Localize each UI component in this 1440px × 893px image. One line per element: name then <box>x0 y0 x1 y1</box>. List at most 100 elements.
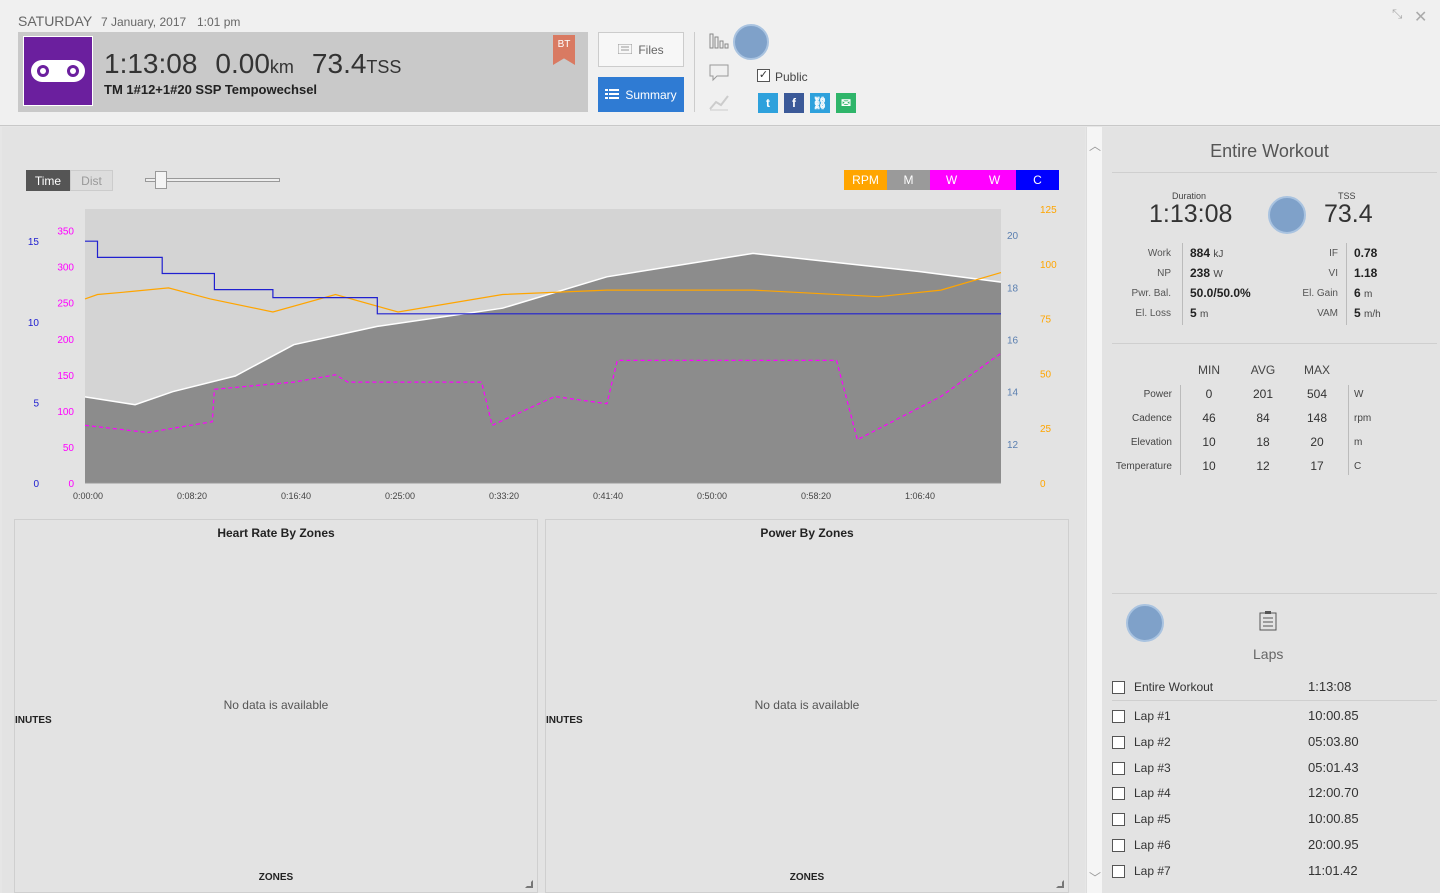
elevation_m-tick-label: 16 <box>1007 335 1019 346</box>
time-toggle[interactable]: Time <box>26 170 70 191</box>
workout-header: SATURDAY 7 January, 2017 1:01 pm ⤡ ✕ 1:1… <box>0 0 1440 126</box>
email-icon[interactable]: ✉ <box>836 93 856 113</box>
elevation-unit: m <box>1354 437 1363 448</box>
lap-row[interactable]: Lap #2 05:03.80 <box>1112 729 1437 755</box>
x-tick-label: 0:00:00 <box>73 491 103 501</box>
comment-icon[interactable] <box>708 63 730 83</box>
tss-label: TSS <box>1338 191 1356 201</box>
divider <box>1180 385 1181 475</box>
power-label: Power <box>1143 389 1172 400</box>
facebook-icon[interactable]: f <box>784 93 804 113</box>
resize-handle-icon[interactable] <box>525 880 533 888</box>
weekday: SATURDAY <box>18 13 93 29</box>
y-axis-label: INUTES <box>15 715 52 726</box>
elevation-min: 10 <box>1202 435 1216 449</box>
divider <box>1112 172 1437 173</box>
divider <box>1346 243 1347 325</box>
y-axis-label: INUTES <box>546 715 583 726</box>
power_w-tick-label: 250 <box>57 299 74 310</box>
x-tick-label: 0:33:20 <box>489 491 519 501</box>
lap-name: Lap #3 <box>1134 760 1171 775</box>
max-header: MAX <box>1303 363 1330 377</box>
elevation-label: Elevation <box>1130 437 1172 448</box>
cadence-line <box>84 272 1002 313</box>
scroll-up-icon[interactable]: ︿ <box>1089 139 1102 153</box>
cadence_rpm-tick-label: 100 <box>1040 260 1057 271</box>
temperature_c-tick-label: 0 <box>33 479 39 490</box>
work-label: Work <box>1147 248 1171 259</box>
workout-chart[interactable]: 0:00:00 0:08:20 0:16:40 0:25:00 0:33:20 0:41:… <box>2 127 1085 512</box>
list-icon <box>617 43 633 57</box>
lap-row[interactable]: Lap #5 10:00.85 <box>1112 806 1437 832</box>
power-max: 504 <box>1306 387 1328 401</box>
elevation_m-tick-label: 14 <box>1007 388 1019 399</box>
legend-m[interactable]: M <box>887 170 930 190</box>
lap-name: Entire Workout <box>1134 680 1214 694</box>
temperature-unit: C <box>1354 461 1362 472</box>
temperature_c-tick-label: 5 <box>33 398 39 409</box>
expand-icon[interactable]: ⤡ <box>1392 6 1403 21</box>
lap-checkbox[interactable] <box>1112 839 1125 852</box>
scroll-down-icon[interactable]: ﹀ <box>1089 871 1102 885</box>
power-unit: W <box>1354 389 1364 400</box>
legend-w-2[interactable]: W <box>973 170 1016 190</box>
close-icon[interactable]: ✕ <box>1414 9 1428 26</box>
divider <box>1112 700 1437 701</box>
files-button[interactable]: Files <box>598 32 684 67</box>
lap-row[interactable]: Lap #4 12:00.70 <box>1112 780 1437 806</box>
legend-w-1[interactable]: W <box>930 170 973 190</box>
lap-name: Lap #4 <box>1134 786 1171 801</box>
legend-c[interactable]: C <box>1016 170 1059 190</box>
resize-handle-icon[interactable] <box>1056 880 1064 888</box>
lap-time: 1:13:08 <box>1308 679 1352 694</box>
vam-value: 5 m/h <box>1354 306 1381 320</box>
elevation-area <box>85 253 1001 483</box>
twitter-icon[interactable]: t <box>758 93 778 113</box>
lap-name: Lap #6 <box>1134 838 1171 852</box>
lap-row[interactable]: Lap #3 05:01.43 <box>1112 755 1437 781</box>
zoom-slider-handle[interactable] <box>155 171 167 189</box>
x-tick-label: 0:16:40 <box>281 491 311 501</box>
lap-checkbox[interactable] <box>1112 710 1125 723</box>
power_w-tick-label: 350 <box>57 227 74 238</box>
empty-message: No data is available <box>223 698 329 712</box>
time: 1:01 pm <box>197 15 241 29</box>
lap-checkbox[interactable] <box>1112 787 1125 801</box>
lap-row[interactable]: Entire Workout 1:13:08 <box>1112 674 1437 700</box>
cadence_rpm-tick-label: 75 <box>1040 315 1052 326</box>
elevation-gain-label: El. Gain <box>1302 288 1338 299</box>
power_w-tick-label: 200 <box>57 335 74 346</box>
cadence-min: 46 <box>1202 411 1216 425</box>
laps-icon[interactable] <box>1258 611 1278 636</box>
lap-checkbox[interactable] <box>1112 761 1125 775</box>
link-icon[interactable]: ⛓ <box>810 93 830 113</box>
analysis-icon[interactable] <box>708 92 730 112</box>
lap-row[interactable]: Lap #1 10:00.85 <box>1112 703 1437 729</box>
lap-checkbox[interactable] <box>1112 864 1125 878</box>
avg-header: AVG <box>1250 363 1276 377</box>
lap-row[interactable]: Lap #6 20:00.95 <box>1112 832 1437 858</box>
if-value: 0.78 <box>1354 246 1378 260</box>
legend-rpm[interactable]: RPM <box>844 170 887 190</box>
distance-toggle[interactable]: Dist <box>70 170 113 191</box>
lap-checkbox[interactable] <box>1112 813 1125 827</box>
scrollbar[interactable]: ︿ ﹀ <box>1086 127 1102 893</box>
temperature-max: 17 <box>1310 459 1324 473</box>
public-checkbox[interactable]: ✓ <box>757 69 770 82</box>
tss-value: 73.4 <box>1324 200 1373 228</box>
vi-label: VI <box>1328 268 1338 279</box>
elevation_m-tick-label: 20 <box>1007 231 1019 242</box>
divider <box>1112 593 1437 594</box>
lap-checkbox[interactable] <box>1112 735 1125 749</box>
divider <box>1348 385 1349 475</box>
cadence-max: 148 <box>1306 411 1328 425</box>
cadence_rpm-tick-label: 50 <box>1040 369 1052 380</box>
lap-row[interactable]: Lap #7 11:01.42 <box>1112 858 1437 884</box>
bar-chart-icon[interactable] <box>708 32 730 52</box>
summary-button[interactable]: Summary <box>598 77 684 112</box>
lap-name: Lap #5 <box>1134 812 1171 827</box>
min-header: MIN <box>1198 363 1220 377</box>
zoom-slider-track[interactable] <box>145 178 280 182</box>
lap-checkbox[interactable] <box>1112 681 1125 694</box>
cadence-label: Cadence <box>1131 413 1172 424</box>
